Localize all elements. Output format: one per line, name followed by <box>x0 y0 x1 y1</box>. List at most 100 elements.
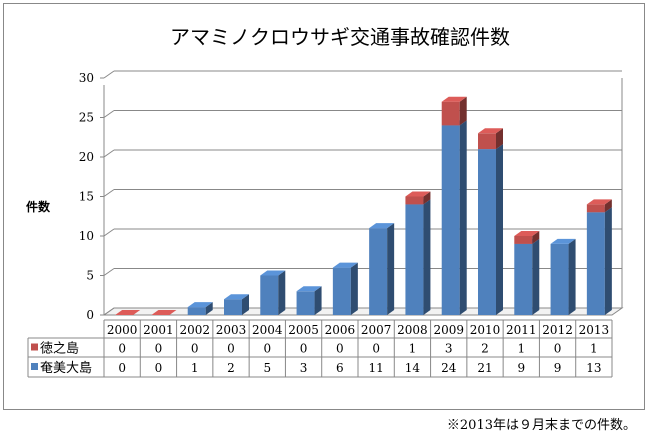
data-table-value: 14 <box>405 361 421 375</box>
y-axis-label: 件数 <box>26 199 51 214</box>
bar-segment <box>405 204 424 315</box>
data-table-value: 0 <box>554 342 562 356</box>
data-table-value: 6 <box>336 361 344 375</box>
legend-key <box>31 363 38 370</box>
x-category-label: 2001 <box>143 323 174 337</box>
data-table-value: 1 <box>590 342 598 356</box>
chart-frame <box>3 3 645 410</box>
bar-side <box>604 199 612 213</box>
bar-segment <box>405 196 424 205</box>
bar-segment <box>369 228 388 315</box>
data-table-value: 0 <box>118 342 126 356</box>
data-table-value: 0 <box>191 342 199 356</box>
bar-top <box>187 302 213 308</box>
x-category-label: 2005 <box>288 323 319 337</box>
bar-top <box>441 96 467 102</box>
bar-segment <box>514 243 533 315</box>
bar-segment <box>187 307 206 315</box>
bar-top <box>405 191 431 197</box>
legend-label: 徳之島 <box>40 342 79 357</box>
data-table-value: 1 <box>409 342 417 356</box>
bar-side <box>496 144 503 315</box>
data-table-value: 1 <box>517 342 525 356</box>
legend-key <box>31 343 38 351</box>
bar-segment <box>441 101 460 126</box>
bar-segment <box>332 267 351 315</box>
bar-side <box>314 286 322 315</box>
bar-side <box>350 262 358 315</box>
bar-side <box>459 120 467 316</box>
bar-top <box>369 223 395 229</box>
y-tick-label: 15 <box>79 190 94 204</box>
legend-label: 奄美大島 <box>40 361 92 376</box>
bar-side <box>568 238 576 315</box>
data-table-value: 1 <box>191 361 199 375</box>
bar-segment <box>478 133 496 150</box>
bar-segment <box>224 299 242 315</box>
data-table-value: 0 <box>155 342 163 356</box>
bar-side <box>532 238 540 315</box>
y-tick-label: 20 <box>79 150 94 164</box>
data-table-value: 0 <box>227 342 235 356</box>
data-table-value: 2 <box>227 361 235 375</box>
bar-segment <box>550 243 569 315</box>
bar-side <box>423 191 431 205</box>
data-table-value: 5 <box>263 361 271 375</box>
data-table-value: 11 <box>369 361 384 375</box>
data-table-value: 0 <box>300 342 308 356</box>
gridline-side <box>103 307 115 316</box>
x-category-label: 2002 <box>179 323 210 337</box>
bar-segment <box>296 291 315 315</box>
x-category-label: 2006 <box>325 323 356 337</box>
x-category-label: 2009 <box>433 323 464 337</box>
data-table-value: 24 <box>441 361 457 375</box>
bar-side <box>242 294 249 315</box>
bar-side <box>496 128 503 150</box>
bar-top <box>115 310 141 315</box>
data-table-value: 13 <box>586 361 601 375</box>
x-category-label: 2003 <box>216 323 247 337</box>
data-table-value: 21 <box>477 361 492 375</box>
x-category-label: 2008 <box>397 323 428 337</box>
data-table-value: 3 <box>445 342 453 356</box>
x-category-label: 2004 <box>252 323 283 337</box>
bar-side <box>278 270 286 315</box>
bar-segment <box>586 204 605 213</box>
y-tick-label: 30 <box>79 71 94 85</box>
gridline-side <box>103 110 115 118</box>
data-table-value: 0 <box>372 342 380 356</box>
y-tick-label: 25 <box>79 111 94 125</box>
x-category-label: 2007 <box>361 323 392 337</box>
data-table-value: 0 <box>118 361 126 375</box>
bar-top <box>514 231 540 236</box>
gridline-side <box>103 189 115 197</box>
bar-side <box>387 223 395 315</box>
chart-floor <box>102 307 624 316</box>
gridline-side <box>103 149 115 158</box>
bar-top <box>478 128 503 134</box>
data-table-value: 0 <box>155 361 163 375</box>
bar-side <box>205 302 213 315</box>
bar-side <box>423 199 431 315</box>
bar-side <box>459 96 467 126</box>
bar-top <box>260 270 286 276</box>
data-table-value: 9 <box>517 361 525 375</box>
y-tick-label: 5 <box>86 269 94 283</box>
data-table-value: 0 <box>263 342 271 356</box>
x-category-label: 2013 <box>579 323 610 337</box>
bar-segment <box>514 236 533 244</box>
y-tick-label: 10 <box>79 229 94 243</box>
x-category-label: 2011 <box>506 323 537 337</box>
bar-side <box>532 231 540 244</box>
x-category-label: 2010 <box>470 323 501 337</box>
data-table-value: 9 <box>554 361 562 375</box>
bar-segment <box>478 149 496 315</box>
bar-segment <box>260 275 279 315</box>
chart-title: アマミノクロウサギ交通事故確認件数 <box>170 25 510 49</box>
bar-top <box>586 199 612 205</box>
gridline-side <box>103 268 115 276</box>
gridline-side <box>103 228 115 237</box>
bar-top <box>550 238 576 244</box>
